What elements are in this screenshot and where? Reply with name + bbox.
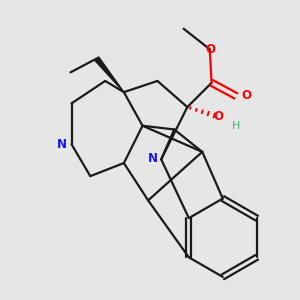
Text: O: O xyxy=(213,110,223,123)
Text: N: N xyxy=(148,152,158,165)
Text: N: N xyxy=(57,138,67,151)
Text: H: H xyxy=(232,121,240,131)
Polygon shape xyxy=(94,57,124,92)
Text: O: O xyxy=(241,88,251,102)
Text: O: O xyxy=(206,43,215,56)
